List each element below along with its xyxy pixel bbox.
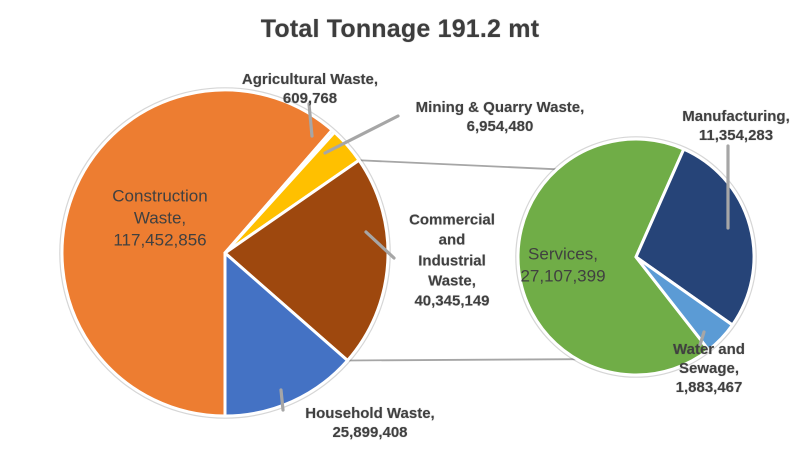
pie-slice-commercial-and-industrial-waste — [223, 158, 390, 362]
series-connector-line — [347, 358, 578, 362]
label-leader-line — [307, 102, 314, 138]
label-leader-line — [364, 230, 396, 260]
label-leader-line — [279, 388, 285, 412]
label-leader-line — [323, 114, 400, 155]
label-leader-line — [698, 330, 706, 347]
pie-slice-water-and-sewage — [634, 255, 734, 352]
series-connector-line — [358, 159, 558, 171]
pie-outline-ring — [515, 136, 757, 378]
pie-slice-household-waste — [223, 251, 350, 418]
pie-slice-construction-waste — [60, 88, 334, 418]
pie-slice-manufacturing — [634, 147, 756, 327]
